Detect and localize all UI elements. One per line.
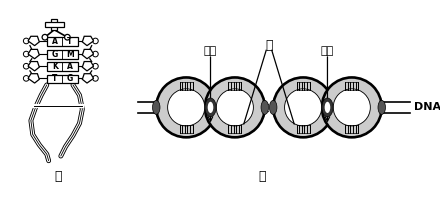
Polygon shape xyxy=(82,74,94,83)
Polygon shape xyxy=(82,36,94,46)
Polygon shape xyxy=(28,49,39,59)
Text: M: M xyxy=(66,50,73,59)
Circle shape xyxy=(333,89,370,126)
Circle shape xyxy=(168,89,205,126)
Text: DNA: DNA xyxy=(414,102,440,112)
Text: 酶: 酶 xyxy=(265,39,273,52)
Circle shape xyxy=(42,34,48,40)
Text: 起点: 起点 xyxy=(321,46,334,56)
Circle shape xyxy=(273,77,333,137)
Ellipse shape xyxy=(378,100,385,114)
Circle shape xyxy=(93,63,98,69)
Circle shape xyxy=(322,77,382,137)
Circle shape xyxy=(205,77,265,137)
Circle shape xyxy=(23,63,29,69)
Polygon shape xyxy=(47,50,77,59)
Polygon shape xyxy=(47,62,77,71)
Text: 起点: 起点 xyxy=(204,46,217,56)
Text: G: G xyxy=(66,74,73,83)
Ellipse shape xyxy=(261,100,268,114)
Polygon shape xyxy=(82,61,94,71)
Polygon shape xyxy=(51,19,57,30)
Text: A: A xyxy=(67,62,73,71)
Circle shape xyxy=(156,77,216,137)
Polygon shape xyxy=(47,37,77,46)
Ellipse shape xyxy=(269,100,277,114)
Circle shape xyxy=(23,38,29,44)
Polygon shape xyxy=(28,61,39,71)
Text: 甲: 甲 xyxy=(54,170,62,183)
Text: K: K xyxy=(52,62,58,71)
Text: 乙: 乙 xyxy=(258,170,266,183)
Polygon shape xyxy=(28,36,39,46)
Ellipse shape xyxy=(325,102,330,113)
Polygon shape xyxy=(28,74,39,83)
Text: T: T xyxy=(67,37,73,46)
Text: G: G xyxy=(51,50,58,59)
Circle shape xyxy=(93,38,98,44)
Circle shape xyxy=(216,89,253,126)
Circle shape xyxy=(65,34,70,40)
Text: A: A xyxy=(52,37,58,46)
Ellipse shape xyxy=(205,98,216,117)
Circle shape xyxy=(23,51,29,57)
Polygon shape xyxy=(45,22,64,27)
Circle shape xyxy=(285,89,322,126)
Ellipse shape xyxy=(208,102,213,113)
Circle shape xyxy=(93,51,98,57)
Circle shape xyxy=(93,76,98,81)
Ellipse shape xyxy=(322,98,333,117)
Polygon shape xyxy=(47,75,77,83)
Circle shape xyxy=(23,76,29,81)
Text: T: T xyxy=(52,74,58,83)
Polygon shape xyxy=(82,49,94,59)
Ellipse shape xyxy=(153,100,160,114)
